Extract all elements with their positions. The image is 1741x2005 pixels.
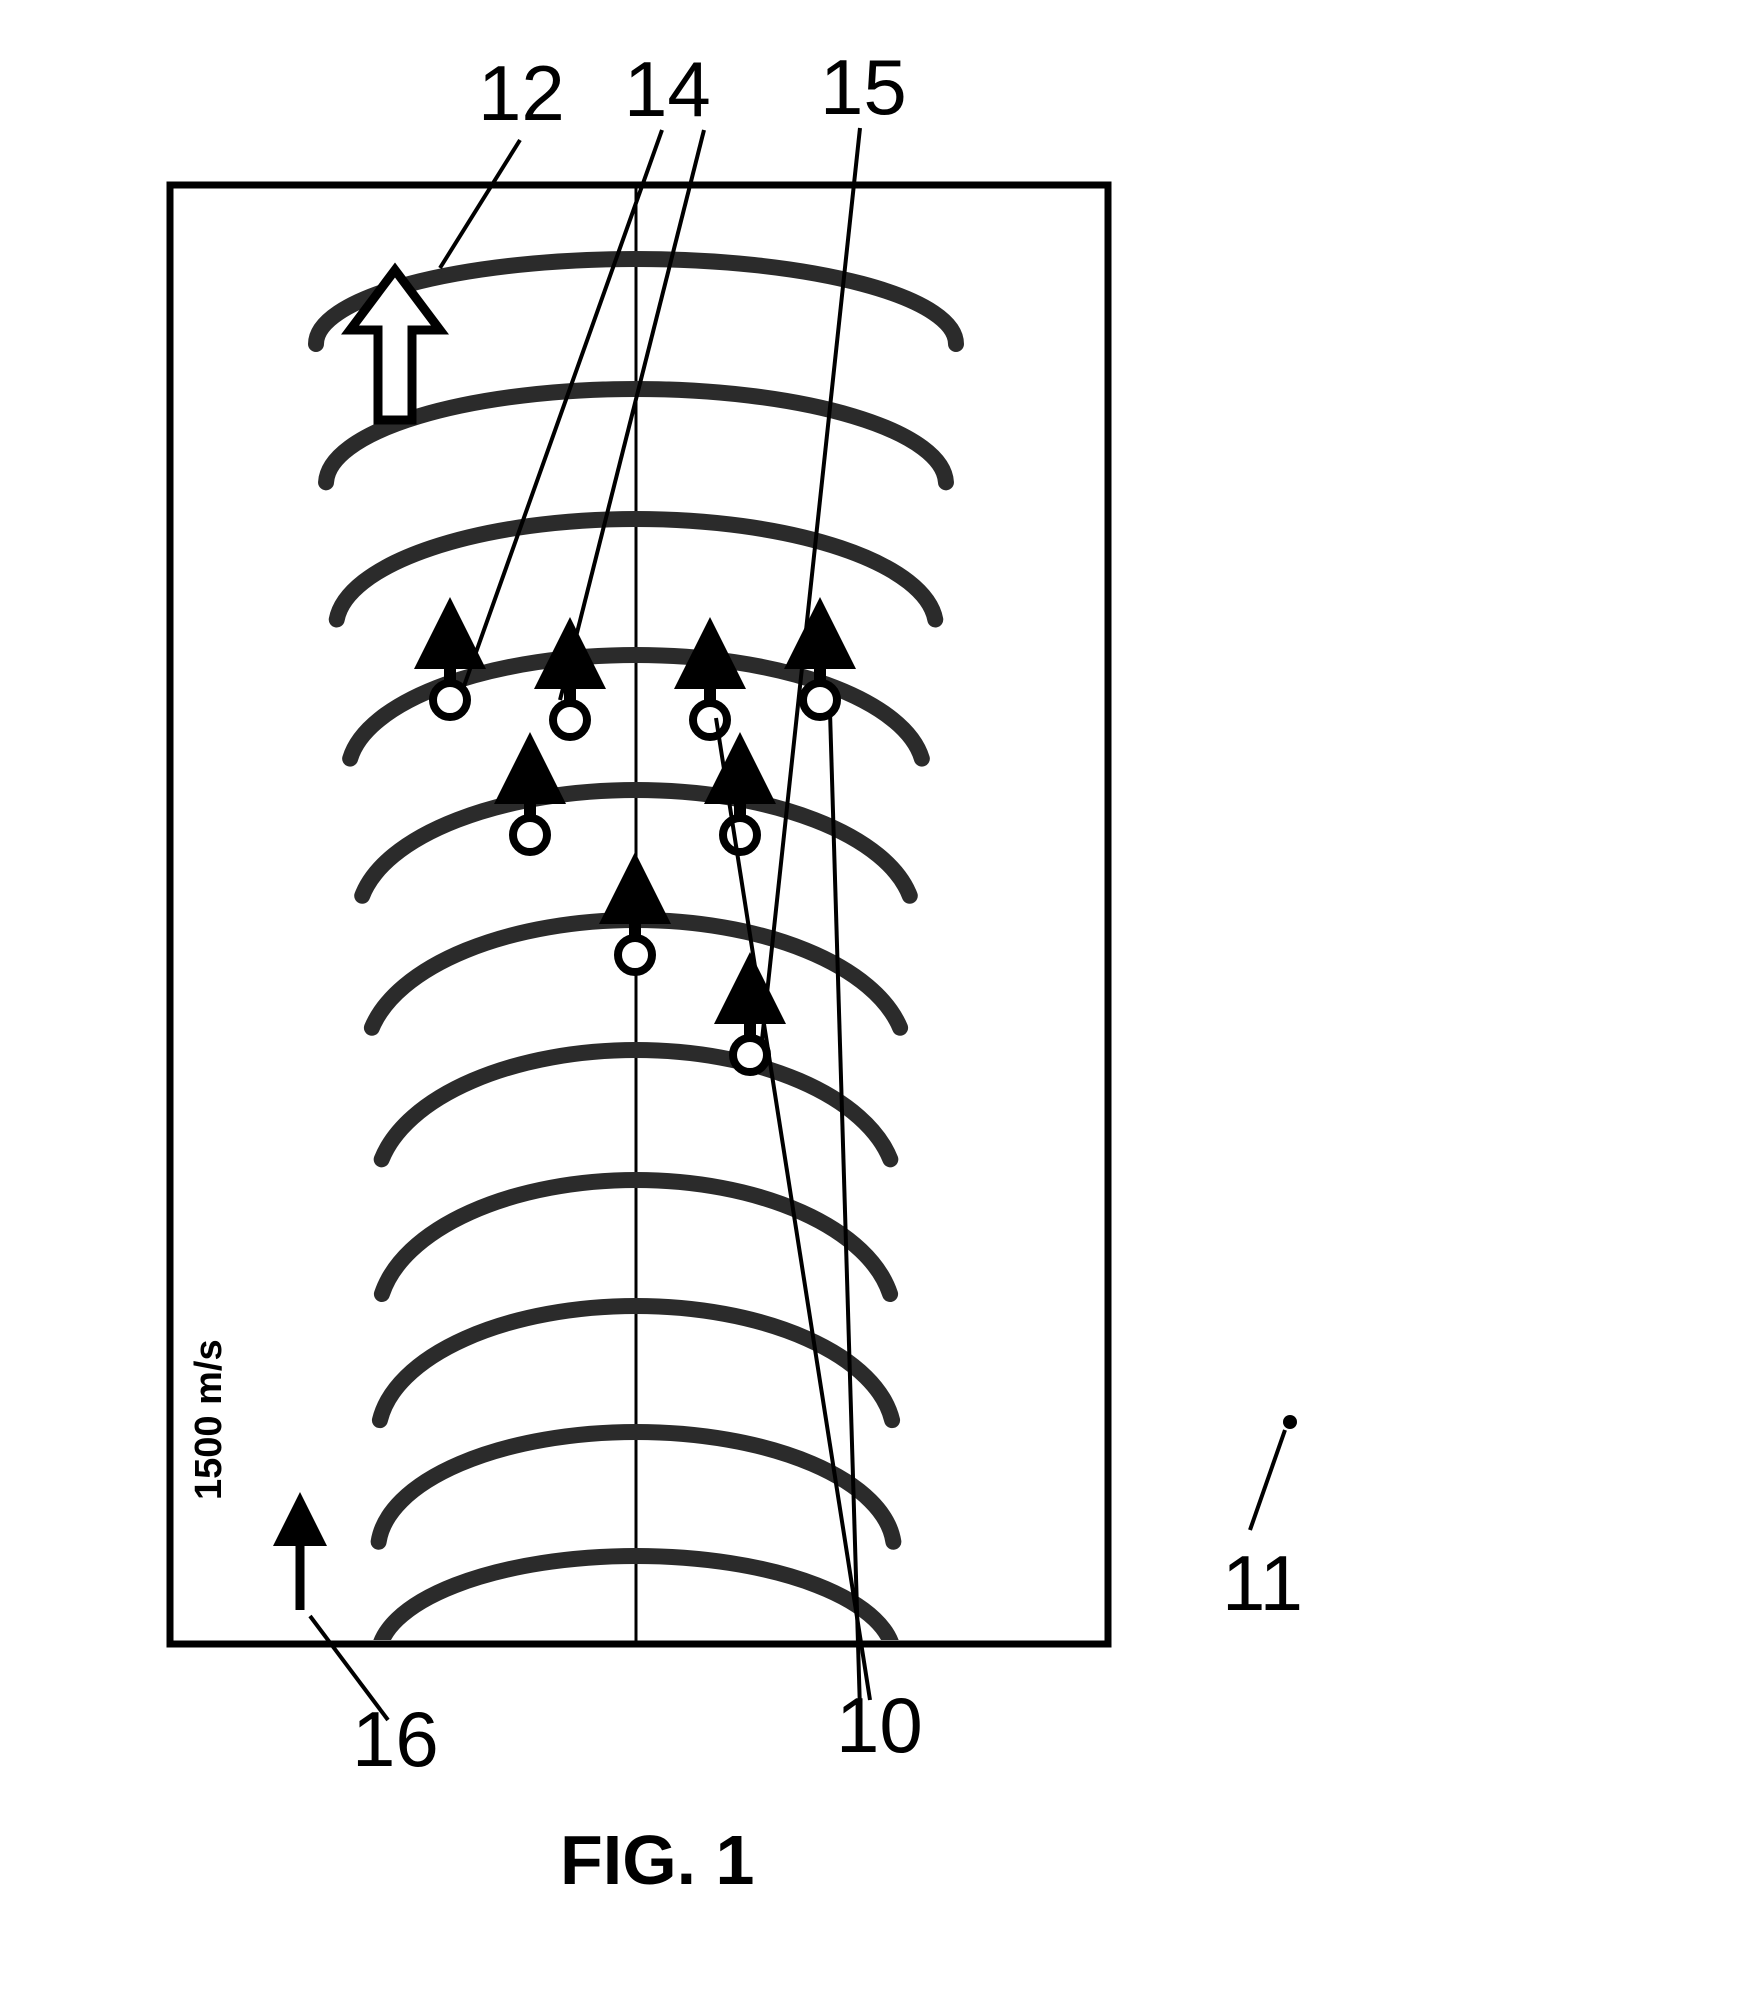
scale-label: 1500 m/s bbox=[188, 1339, 231, 1500]
callout-15: 15 bbox=[820, 42, 907, 133]
callout-10: 10 bbox=[836, 1680, 923, 1771]
callout-16: 16 bbox=[352, 1694, 439, 1785]
callout-11: 11 bbox=[1222, 1538, 1303, 1629]
figure-caption: FIG. 1 bbox=[560, 1820, 754, 1900]
figure-page: FIG. 1 12 14 15 10 16 11 1500 m/s bbox=[0, 0, 1741, 2005]
callout-12: 12 bbox=[478, 48, 565, 139]
callout-14: 14 bbox=[624, 44, 711, 135]
